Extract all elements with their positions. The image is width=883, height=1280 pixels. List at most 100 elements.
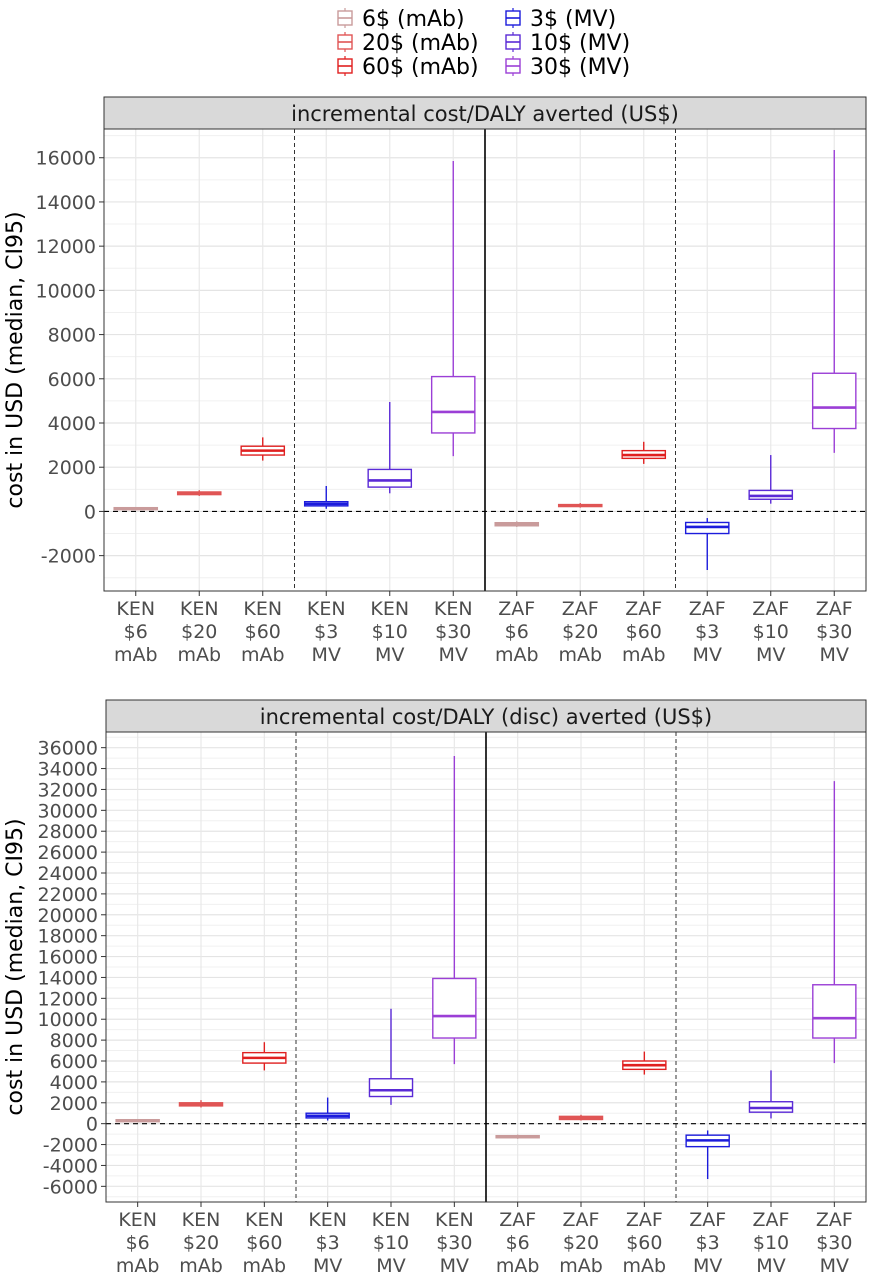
x-tick-label: KEN $60 mAb: [241, 598, 285, 666]
y-tick-label: 8000: [48, 325, 96, 347]
box: [557, 503, 603, 508]
x-tick-label: ZAF $60 mAb: [622, 598, 666, 666]
x-tick-label: KEN $6 mAb: [116, 1209, 160, 1277]
y-tick-label: 16000: [38, 947, 98, 969]
box: [367, 402, 413, 494]
facet-strip: [103, 96, 867, 130]
y-tick-label: 28000: [38, 821, 98, 843]
box: [178, 1100, 224, 1108]
box: [748, 1070, 794, 1119]
box: [494, 521, 540, 527]
box: [176, 490, 222, 496]
facet-title: incremental cost/DALY averted (US$): [291, 102, 679, 126]
facet-title: incremental cost/DALY (disc) averted (US…: [260, 705, 712, 729]
box-body: [368, 1078, 414, 1098]
y-tick-label: 30000: [38, 800, 98, 822]
plot-border: [105, 731, 867, 1203]
box: [430, 161, 476, 457]
y-tick-label: 24000: [38, 863, 98, 885]
legend-label: 6$ (mAb): [362, 7, 465, 32]
x-tick-label: ZAF $3 MV: [689, 598, 726, 666]
x-tick-label: ZAF $60 mAb: [623, 1209, 667, 1277]
y-tick-label: -2000: [41, 546, 96, 568]
y-tick-label: 8000: [50, 1030, 98, 1052]
x-tick-label: ZAF $20 mAb: [558, 598, 602, 666]
y-tick-label: 6000: [50, 1051, 98, 1073]
x-tick-label: KEN $30 MV: [435, 1209, 474, 1277]
legend: 6$ (mAb)20$ (mAb)60$ (mAb) 3$ (MV)10$ (MV…: [337, 7, 630, 80]
box-body: [812, 984, 857, 1039]
box: [305, 1097, 350, 1121]
x-tick-label: KEN $3 MV: [307, 598, 346, 666]
legend-item: 3$ (MV): [505, 7, 616, 32]
x-tick-label: KEN $20 mAb: [177, 598, 221, 666]
x-tick-label: KEN $60 mAb: [243, 1209, 287, 1277]
box: [811, 150, 857, 453]
box: [495, 1134, 540, 1139]
legend-label: 60$ (mAb): [362, 55, 479, 80]
y-tick-label: 4000: [50, 1072, 98, 1094]
x-tick-label: KEN $30 MV: [434, 598, 473, 666]
y-tick-label: -6000: [43, 1176, 98, 1198]
x-tick-label: ZAF $10 MV: [752, 598, 789, 666]
y-tick-label: 34000: [38, 759, 98, 781]
y-axis-title: cost in USD (median, CI95): [3, 818, 28, 1115]
box: [113, 506, 159, 511]
x-tick-label: ZAF $6 mAb: [495, 598, 539, 666]
y-tick-label: -4000: [43, 1155, 98, 1177]
y-tick-label: 10000: [36, 280, 96, 302]
box: [242, 1042, 287, 1071]
y-tick-label: 22000: [38, 884, 98, 906]
legend-item: 10$ (MV): [505, 31, 630, 56]
plot-border: [103, 128, 867, 592]
x-tick-label: KEN $20 mAb: [179, 1209, 223, 1277]
legend-item: 6$ (mAb): [337, 7, 465, 32]
x-tick-label: ZAF $30 MV: [816, 1209, 853, 1277]
y-tick-label: 0: [84, 501, 96, 523]
x-tick-label: KEN $10 MV: [370, 598, 409, 666]
facet-strip: [105, 699, 867, 733]
panel-cost-per-daly-disc: incremental cost/DALY (disc) averted (US…: [3, 699, 867, 1277]
box: [622, 1051, 667, 1075]
box: [240, 437, 286, 461]
box: [748, 455, 794, 504]
y-tick-label: 20000: [38, 905, 98, 927]
box-body: [367, 468, 413, 488]
x-tick-label: KEN $6 mAb: [114, 598, 158, 666]
y-tick-label: 0: [86, 1114, 98, 1136]
legend-label: 30$ (MV): [530, 55, 630, 80]
y-tick-label: 2000: [50, 1093, 98, 1115]
x-tick-label: ZAF $20 mAb: [559, 1209, 603, 1277]
legend-item: 60$ (mAb): [337, 55, 479, 80]
y-axis-title: cost in USD (median, CI95): [3, 211, 28, 508]
box: [684, 518, 730, 570]
y-tick-label: 14000: [36, 192, 96, 214]
y-tick-label: 2000: [48, 457, 96, 479]
x-tick-label: ZAF $6 mAb: [496, 1209, 540, 1277]
box: [432, 756, 477, 1065]
box: [303, 486, 349, 509]
box: [685, 1130, 730, 1180]
x-tick-label: ZAF $3 MV: [689, 1209, 726, 1277]
box-body: [432, 977, 477, 1039]
x-tick-label: KEN $3 MV: [308, 1209, 347, 1277]
x-tick-label: ZAF $30 MV: [816, 598, 853, 666]
box: [621, 441, 667, 464]
y-tick-label: 16000: [36, 148, 96, 170]
x-tick-label: KEN $10 MV: [372, 1209, 411, 1277]
y-tick-label: 4000: [48, 413, 96, 435]
box-body: [430, 375, 476, 434]
panel-cost-per-daly: incremental cost/DALY averted (US$) -2000…: [3, 96, 867, 666]
legend-item: 30$ (MV): [505, 55, 630, 80]
box: [368, 1008, 414, 1105]
y-tick-label: 12000: [36, 236, 96, 258]
legend-label: 20$ (mAb): [362, 31, 479, 56]
box: [558, 1114, 604, 1121]
y-tick-label: 10000: [38, 1009, 98, 1031]
legend-label: 3$ (MV): [530, 7, 616, 32]
box: [812, 781, 857, 1064]
y-tick-label: -2000: [43, 1135, 98, 1157]
y-tick-label: 6000: [48, 369, 96, 391]
box: [115, 1118, 160, 1123]
